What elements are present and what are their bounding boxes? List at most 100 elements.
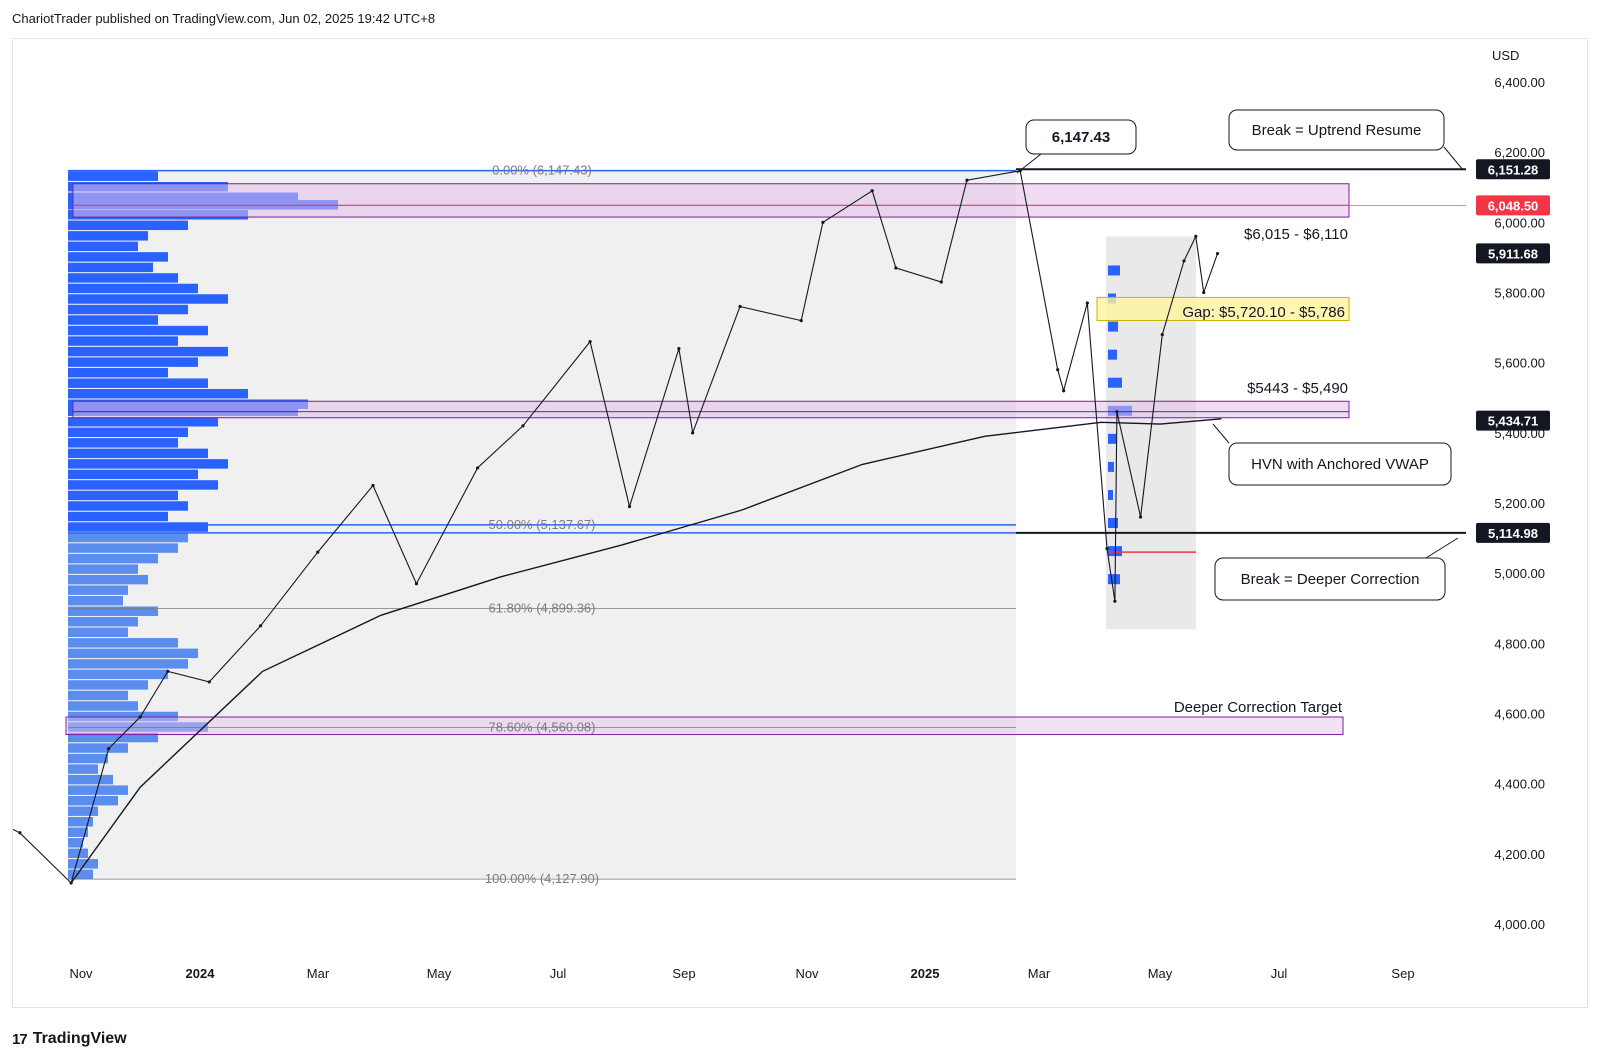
price-point bbox=[258, 624, 263, 628]
price-point bbox=[316, 550, 320, 554]
y-tick-label: 4,200.00 bbox=[1494, 847, 1545, 862]
volume-profile-bar bbox=[68, 585, 128, 595]
gap-label: Gap: $5,720.10 - $5,786 bbox=[1182, 304, 1345, 321]
volume-profile-bar bbox=[68, 469, 198, 480]
volume-profile-bar bbox=[68, 638, 178, 648]
y-tick-label: 6,400.00 bbox=[1494, 75, 1545, 90]
y-tick-label: 5,000.00 bbox=[1494, 566, 1545, 581]
volume-profile-bar bbox=[68, 595, 123, 606]
y-tick-label: 5,600.00 bbox=[1494, 356, 1545, 371]
break-up-pointer bbox=[1443, 146, 1464, 171]
y-tick-label: 4,600.00 bbox=[1494, 707, 1545, 722]
volume-profile-bar bbox=[68, 262, 153, 273]
price-point bbox=[1062, 389, 1066, 393]
volume-profile-bar bbox=[68, 564, 138, 574]
volume-profile-bar bbox=[68, 252, 168, 262]
price-point bbox=[107, 746, 111, 751]
volume-profile-bar bbox=[68, 659, 188, 669]
break-down-callout-box bbox=[1214, 557, 1446, 601]
price-badge-label: 5,911.68 bbox=[1488, 246, 1538, 261]
x-tick-label: 2025 bbox=[911, 966, 940, 981]
x-tick-label: Mar bbox=[307, 966, 330, 981]
price-point bbox=[1202, 290, 1206, 295]
volume-profile-bar bbox=[68, 574, 148, 585]
volume-profile-bar bbox=[68, 511, 168, 522]
price-badge bbox=[1476, 159, 1550, 180]
anchored-vwap-line bbox=[70, 418, 1222, 884]
price-point bbox=[1138, 515, 1143, 519]
volume-profile-bar bbox=[68, 480, 218, 490]
volume-profile-bar bbox=[68, 367, 168, 378]
price-point bbox=[521, 424, 525, 428]
volume-profile-bar bbox=[68, 438, 178, 448]
peak-callout-text: 6,147.43 bbox=[1052, 129, 1110, 146]
price-point bbox=[1194, 234, 1198, 238]
x-tick-label: Jul bbox=[1271, 966, 1288, 981]
price-chart-svg[interactable]: 0.00% (6,147.43) 50.00% (5,137.67) 61.80% … bbox=[13, 39, 1587, 1007]
x-tick-label: May bbox=[427, 966, 452, 981]
x-tick-label: Jul bbox=[550, 966, 567, 981]
volume-profile-bar bbox=[68, 273, 178, 283]
volume-profile-bar bbox=[68, 838, 83, 848]
price-point bbox=[138, 715, 142, 719]
price-badge-label: 5,434.71 bbox=[1488, 414, 1539, 429]
volume-profile-bar bbox=[68, 553, 158, 564]
volume-profile-bar bbox=[68, 785, 128, 795]
tradingview-logo[interactable]: 17 TradingView bbox=[12, 1030, 127, 1048]
volume-profile-bar bbox=[68, 490, 178, 501]
volume-profile-bar bbox=[68, 171, 158, 181]
volume-profile-bar bbox=[68, 617, 138, 627]
volume-profile-bar bbox=[68, 459, 228, 469]
tradingview-mark-icon: 17 bbox=[12, 1030, 28, 1048]
volume-profile-bar bbox=[68, 543, 178, 553]
price-badge-label: 5,114.98 bbox=[1488, 526, 1538, 541]
volume-profile-bar bbox=[68, 722, 208, 732]
price-badge bbox=[1476, 410, 1550, 431]
price-point bbox=[166, 669, 170, 674]
x-tick-label: Nov bbox=[795, 966, 819, 981]
price-point bbox=[939, 280, 943, 284]
chart-panel[interactable]: 0.00% (6,147.43) 50.00% (5,137.67) 61.80% … bbox=[12, 38, 1588, 1008]
price-point bbox=[69, 881, 73, 885]
y-tick-label: 4,800.00 bbox=[1494, 636, 1545, 651]
volume-profile-bar bbox=[68, 241, 138, 252]
price-point bbox=[371, 483, 375, 488]
recent-profile-bar bbox=[1108, 377, 1122, 388]
price-point bbox=[870, 189, 874, 193]
price-point bbox=[414, 582, 419, 586]
volume-profile-bar bbox=[68, 325, 208, 336]
volume-profile-bar bbox=[68, 336, 178, 346]
price-point bbox=[1056, 368, 1060, 372]
price-badge bbox=[1476, 243, 1550, 264]
volume-profile-bar bbox=[68, 648, 198, 659]
volume-profile-bar bbox=[68, 448, 208, 459]
volume-profile-bar bbox=[68, 627, 128, 638]
peak-callout-pointer bbox=[1016, 153, 1042, 174]
volume-profile-bar bbox=[68, 283, 198, 294]
range-mid-label: $5443 - $5,490 bbox=[1247, 380, 1348, 397]
price-point bbox=[1182, 259, 1186, 263]
volume-profile-bar bbox=[68, 753, 108, 764]
volume-profile-bar bbox=[68, 827, 88, 837]
recent-profile-bar bbox=[1108, 433, 1116, 444]
price-point bbox=[1105, 547, 1109, 551]
fib-level-label: 50.00% (5,137.67) bbox=[489, 517, 596, 532]
volume-profile-bar bbox=[68, 304, 188, 315]
currency-label: USD bbox=[1492, 48, 1519, 63]
volume-profile-bar bbox=[68, 388, 248, 399]
volume-profile-bar bbox=[68, 427, 188, 438]
fib-level-label: 78.60% (4,560.08) bbox=[489, 720, 596, 735]
x-tick-label: Nov bbox=[69, 966, 93, 981]
y-tick-label: 6,000.00 bbox=[1494, 215, 1545, 230]
x-tick-label: Sep bbox=[672, 966, 695, 981]
price-point bbox=[965, 178, 969, 182]
volume-profile-bar bbox=[68, 532, 188, 543]
volume-profile-bar bbox=[68, 220, 188, 231]
price-point bbox=[894, 266, 898, 270]
price-point bbox=[738, 304, 742, 309]
range-top-label: $6,015 - $6,110 bbox=[1244, 226, 1348, 243]
price-point bbox=[1113, 599, 1117, 603]
x-tick-label: May bbox=[1148, 966, 1173, 981]
y-tick-label: 5,800.00 bbox=[1494, 286, 1545, 301]
peak-callout-box bbox=[1025, 119, 1137, 155]
